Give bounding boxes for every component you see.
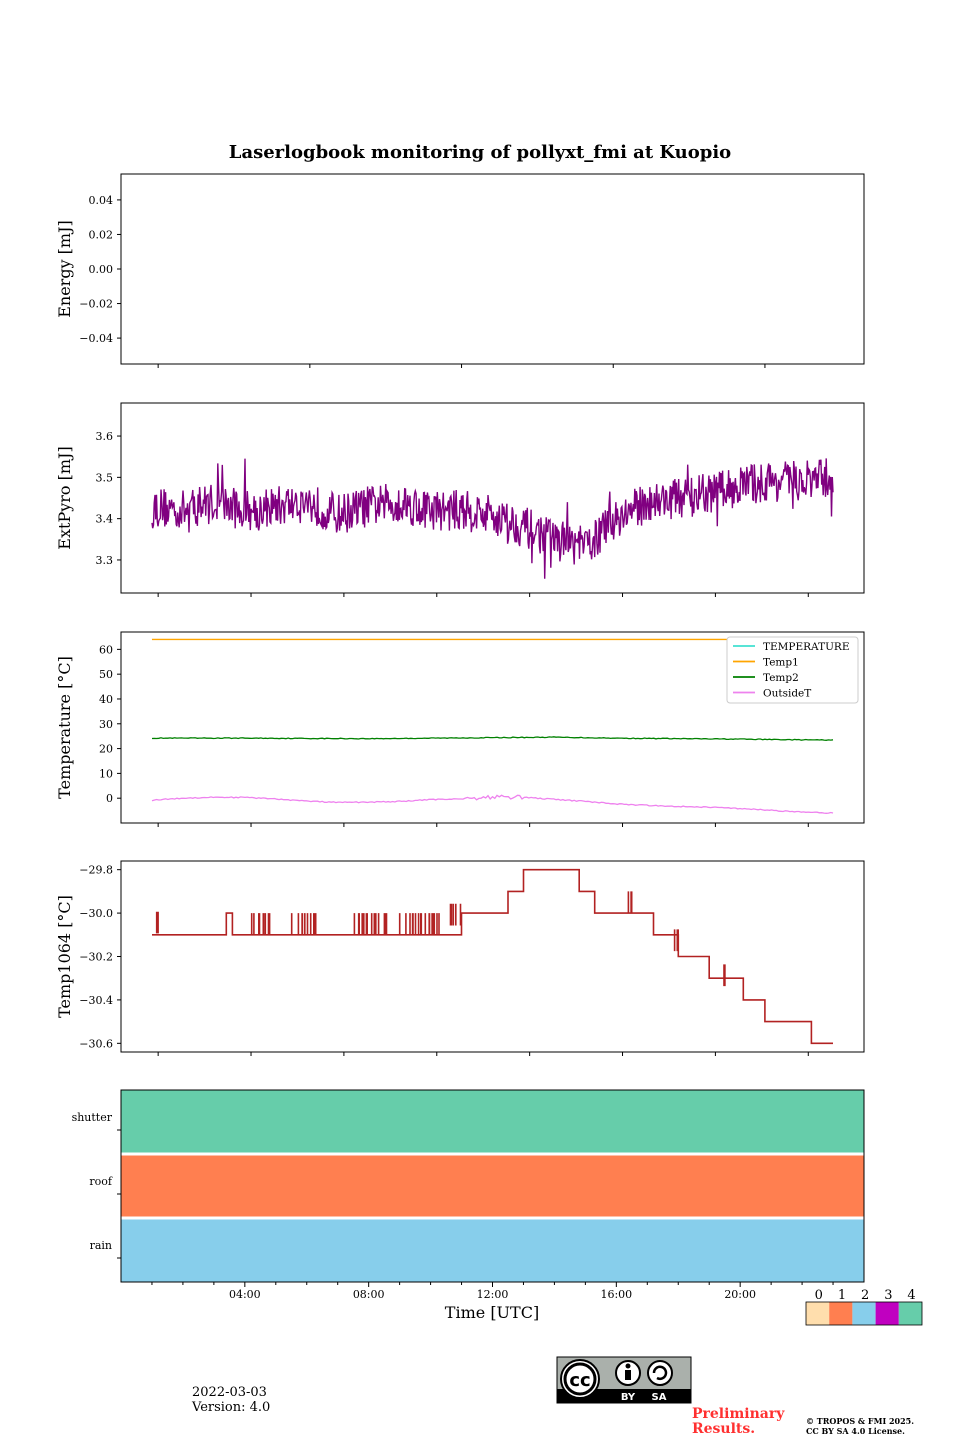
cc-by-label: BY xyxy=(621,1392,636,1403)
y-tick-label: −30.4 xyxy=(79,994,113,1007)
y-tick-label: 0 xyxy=(106,792,113,805)
plot-area xyxy=(121,174,864,364)
colorbar-label: 0 xyxy=(815,1288,823,1303)
copyright-line-2: CC BY SA 4.0 License. xyxy=(806,1426,905,1436)
y-tick-label: 60 xyxy=(99,643,113,656)
y-tick-label: 0.00 xyxy=(89,263,114,276)
plot-area xyxy=(121,861,864,1052)
y-tick-label: −30.2 xyxy=(79,951,113,964)
panel-status: shutter roof rain 04:00 08:00 12:00 16:00 20:00… xyxy=(72,1089,865,1322)
y-tick-label: 3.5 xyxy=(96,471,114,484)
temp1064-series-line xyxy=(152,868,833,1045)
status-row-shutter xyxy=(121,1090,864,1154)
y-tick-label: 20 xyxy=(99,743,113,756)
share-alike-icon xyxy=(647,1360,673,1386)
y-tick-label: 3.4 xyxy=(96,513,114,526)
status-label-shutter: shutter xyxy=(72,1111,113,1124)
temp1064-flicker xyxy=(290,913,317,935)
y-tick-label: 10 xyxy=(99,767,113,780)
legend-label: Temp2 xyxy=(763,672,799,684)
status-row-roof xyxy=(121,1155,864,1218)
temp1064-flicker xyxy=(250,913,271,935)
y-tick-label: 0.04 xyxy=(89,194,114,207)
y-tick-label: 30 xyxy=(99,718,113,731)
x-tick-label: 16:00 xyxy=(600,1288,632,1301)
x-axis-label: Time [UTC] xyxy=(445,1303,539,1322)
status-label-rain: rain xyxy=(90,1239,112,1252)
x-tick-label: 04:00 xyxy=(229,1288,261,1301)
legend-label: Temp1 xyxy=(763,657,799,669)
colorbar-swatch xyxy=(852,1302,876,1325)
temp1064-flicker xyxy=(398,913,440,935)
colorbar-label: 4 xyxy=(907,1288,915,1303)
colorbar-label: 1 xyxy=(838,1288,846,1303)
cc-license-badge: cc BY SA xyxy=(556,1356,692,1404)
y-axis-label: Temperature [°C] xyxy=(55,656,74,799)
preliminary-label: Preliminary xyxy=(692,1406,785,1422)
footer-date: 2022-03-03 xyxy=(192,1385,267,1400)
y-axis-label: Energy [mJ] xyxy=(55,220,74,318)
y-tick-label: −30.6 xyxy=(79,1037,113,1050)
y-tick-label: −29.8 xyxy=(79,864,113,877)
outside-temperature-series-line xyxy=(151,794,834,814)
status-row-rain xyxy=(121,1219,864,1282)
temp1064-flicker xyxy=(673,929,679,952)
y-axis-label: Temp1064 [°C] xyxy=(55,895,74,1018)
y-tick-label: 50 xyxy=(99,668,113,681)
colorbar-swatch xyxy=(898,1302,922,1325)
panel-energy: 0.04 0.02 0.00 −0.02 −0.04 Energy [mJ] xyxy=(55,173,865,368)
y-tick-label: 0.02 xyxy=(89,228,114,241)
legend-label: OutsideT xyxy=(763,688,811,700)
x-tick-label: 12:00 xyxy=(477,1288,509,1301)
temp1064-flicker xyxy=(627,891,633,914)
axes-frame xyxy=(120,402,865,594)
panel-extpyro: 3.6 3.5 3.4 3.3 ExtPyro [mJ] xyxy=(55,402,865,597)
x-tick-label: 08:00 xyxy=(353,1288,385,1301)
panel-temp1064: −29.8 −30.0 −30.2 −30.4 −30.6 Temp1064 [°C] xyxy=(55,860,865,1056)
y-tick-label: −0.04 xyxy=(79,332,113,345)
legend: TEMPERATURE Temp1 Temp2 OutsideT xyxy=(726,636,859,704)
y-tick-label: 3.6 xyxy=(96,430,114,443)
status-label-roof: roof xyxy=(89,1175,113,1188)
temp1064-flicker xyxy=(155,911,159,934)
chart-title: Laserlogbook monitoring of pollyxt_fmi a… xyxy=(229,142,731,163)
axes-frame xyxy=(120,631,865,824)
y-tick-label: −0.02 xyxy=(79,298,113,311)
colorbar-label: 2 xyxy=(861,1288,869,1303)
y-tick-label: 40 xyxy=(99,693,113,706)
y-axis-label: ExtPyro [mJ] xyxy=(55,446,74,549)
legend-box xyxy=(726,636,859,704)
temp1064-flicker xyxy=(723,964,726,987)
legend-label: TEMPERATURE xyxy=(763,641,850,653)
colorbar-swatch xyxy=(875,1302,899,1325)
panel-temperature: 60 50 40 30 20 10 0 Temperature [°C] TEMPERATURE… xyxy=(55,631,865,827)
cc-logo-text: cc xyxy=(569,1370,590,1391)
colorbar-frame xyxy=(805,1301,923,1326)
y-tick-label: 3.3 xyxy=(96,554,114,567)
colorbar-swatch xyxy=(829,1302,853,1325)
y-tick-label: −30.0 xyxy=(79,907,113,920)
temp2-series-line xyxy=(151,736,834,741)
temp1064-flicker xyxy=(449,903,462,926)
extpyro-series-line xyxy=(151,458,834,579)
results-label: Results. xyxy=(692,1421,755,1437)
copyright-line-1: © TROPOS & FMI 2025. xyxy=(806,1416,914,1426)
colorbar-swatch xyxy=(806,1302,830,1325)
footer-version: Version: 4.0 xyxy=(191,1400,270,1415)
x-tick-label: 20:00 xyxy=(724,1288,756,1301)
temp1064-flicker xyxy=(353,913,388,935)
cc-sa-label: SA xyxy=(652,1392,667,1403)
footer: 2022-03-03 Version: 4.0 cc BY SA Prelimi… xyxy=(191,1356,914,1437)
colorbar-label: 3 xyxy=(884,1288,892,1303)
